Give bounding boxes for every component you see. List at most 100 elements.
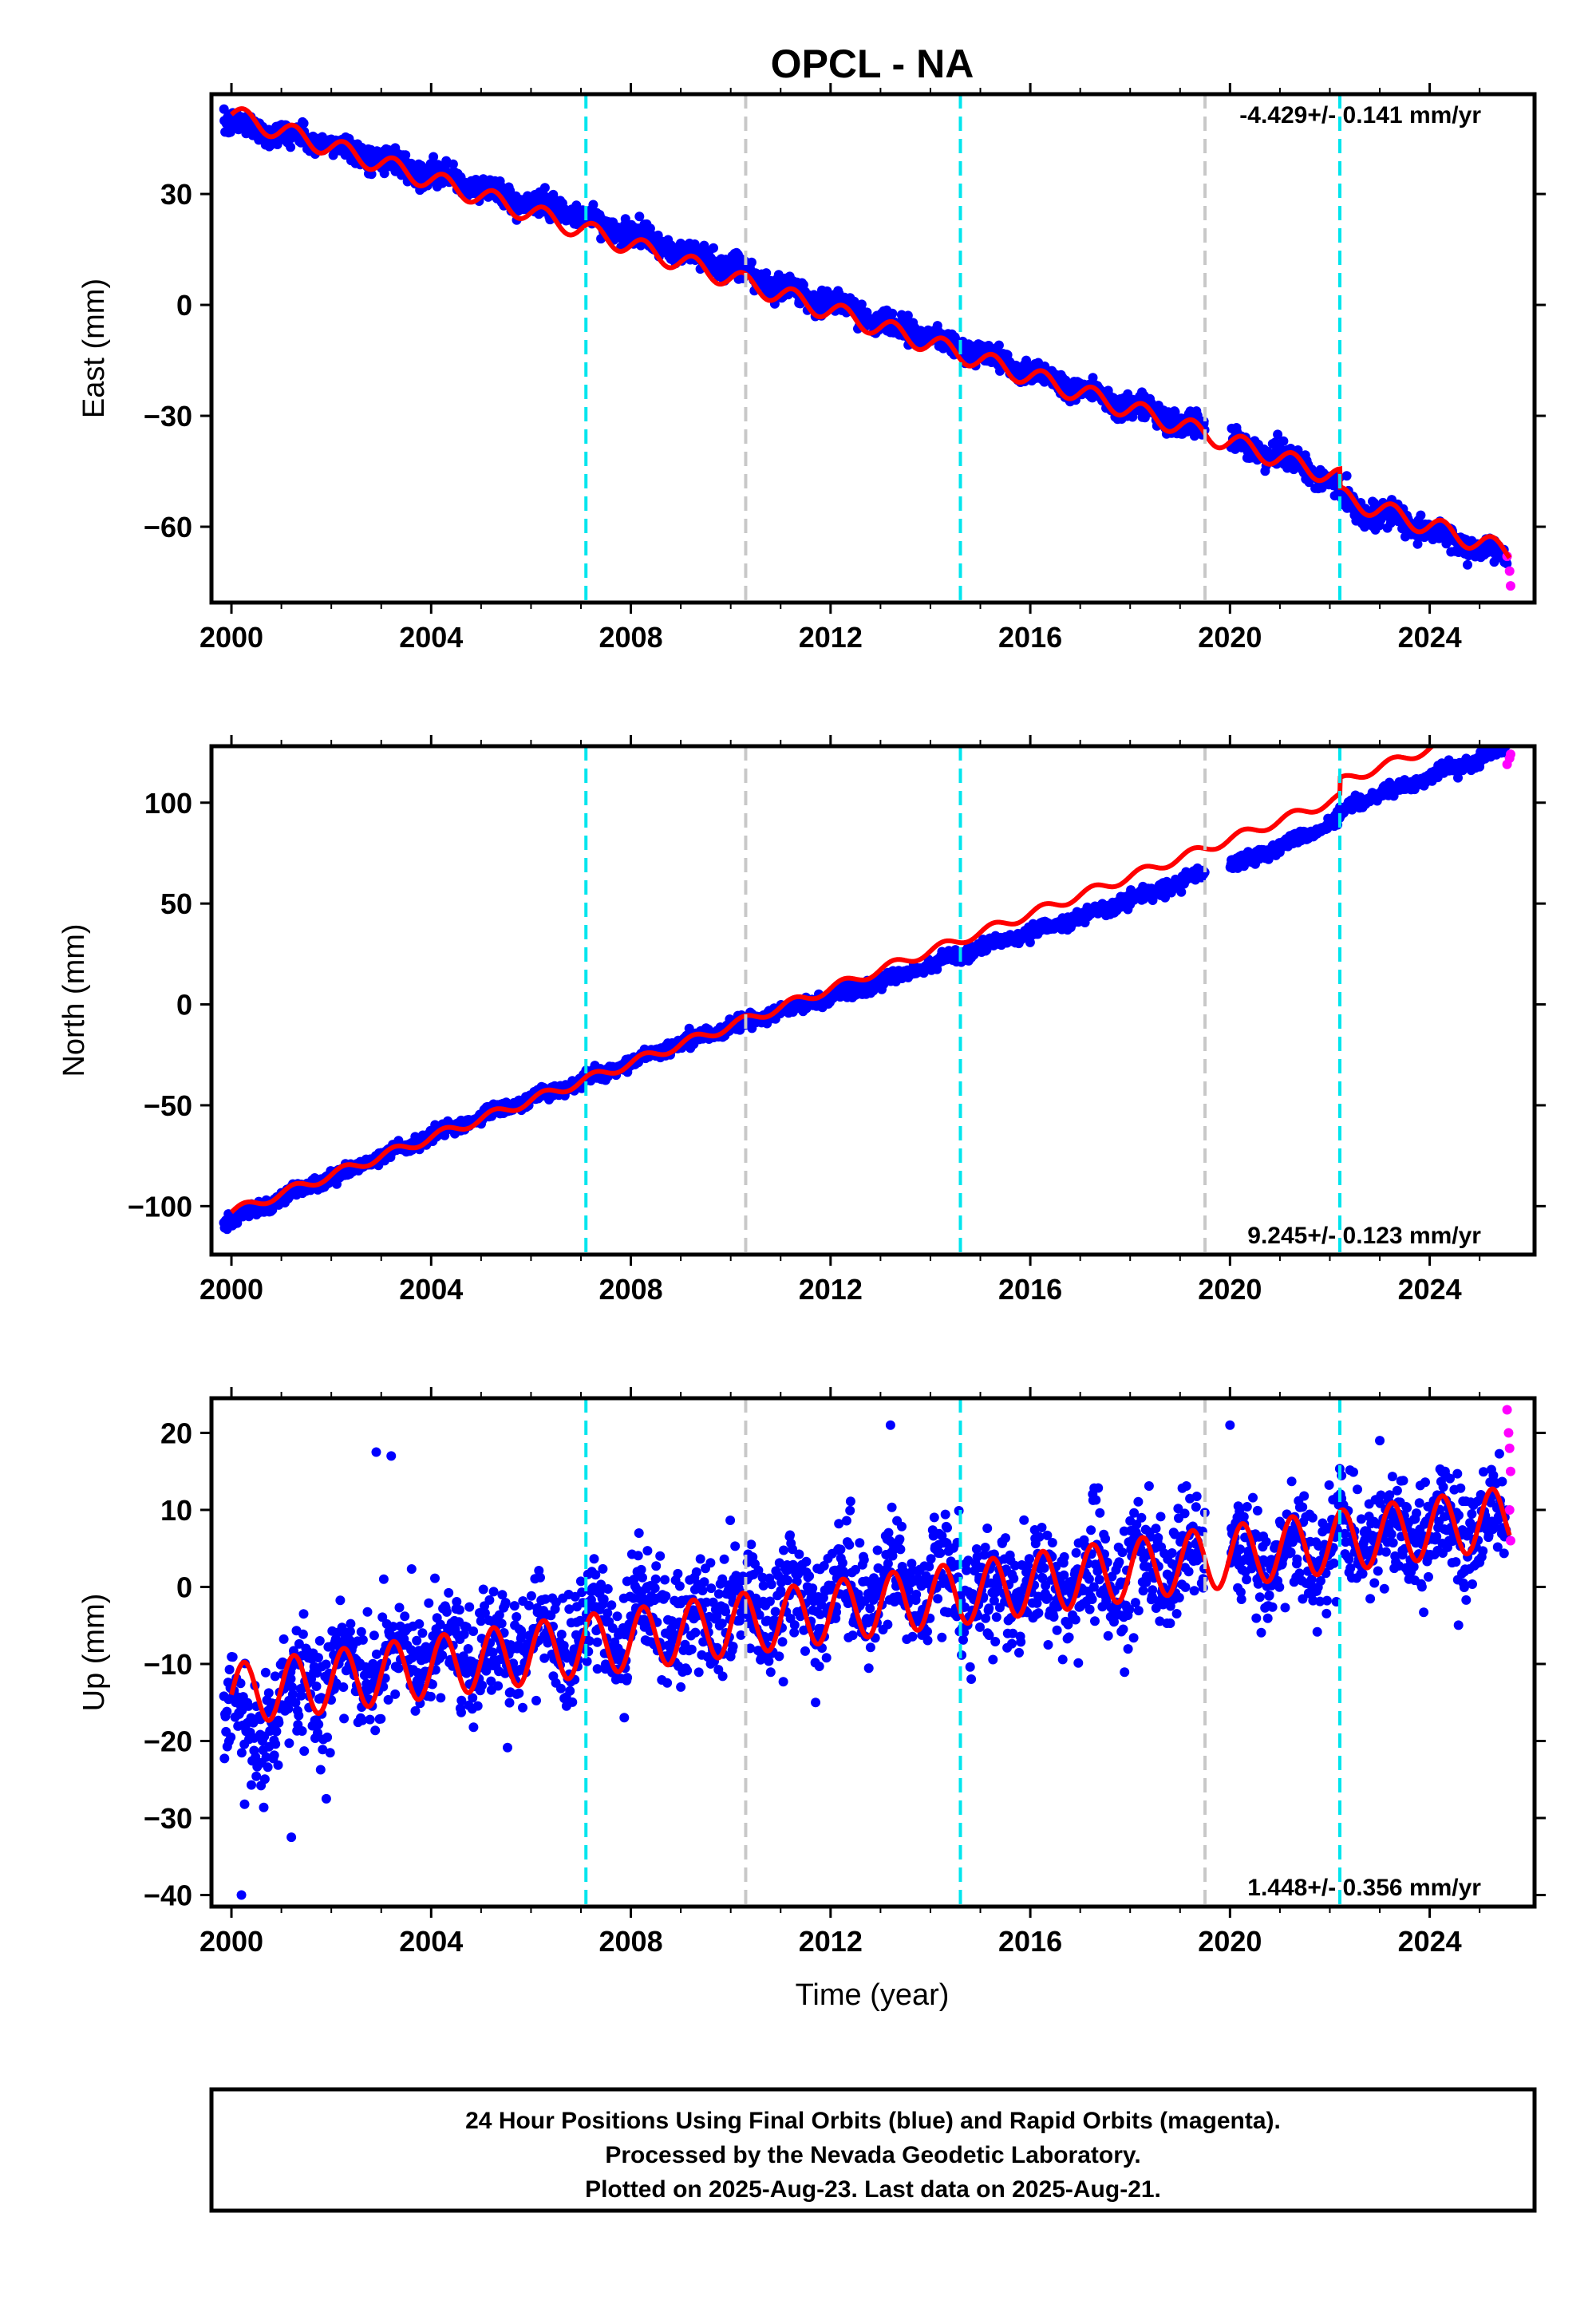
data-point [412, 1635, 422, 1646]
data-point [463, 1644, 473, 1654]
data-point [345, 1626, 355, 1637]
up-final-orbit-points [219, 1420, 1511, 1900]
data-point [1182, 426, 1192, 437]
y-tick-label: −50 [144, 1089, 192, 1122]
data-point [270, 1671, 280, 1682]
x-tick-label: 2000 [200, 1273, 263, 1306]
data-point [414, 1618, 425, 1629]
data-point [226, 1732, 236, 1742]
data-point [370, 1725, 381, 1736]
x-tick-label: 2016 [998, 621, 1062, 654]
north-frame [209, 744, 1537, 1257]
data-point [286, 1674, 296, 1684]
data-point [274, 1717, 284, 1728]
data-point [390, 1689, 401, 1699]
data-point [259, 1802, 269, 1812]
x-tick-label: 2004 [399, 621, 463, 654]
x-tick-label: 2024 [1398, 621, 1462, 654]
east-plot-area [219, 104, 1515, 591]
data-point [1412, 539, 1423, 549]
data-point [454, 1605, 464, 1615]
data-point [452, 1597, 462, 1607]
data-point [287, 1690, 298, 1700]
y-tick-label: 0 [176, 989, 192, 1022]
x-tick-label: 2012 [799, 621, 863, 654]
data-point [539, 183, 550, 193]
data-point [1176, 887, 1187, 897]
data-point [994, 340, 1004, 350]
data-point [435, 1619, 445, 1630]
east-rate-label: -4.429+/- 0.141 mm/yr [1239, 102, 1481, 128]
data-point [358, 1634, 368, 1645]
north-panel: 2000 2004 2008 2012 2016 2020 2024100500−50−10… [57, 735, 1546, 1306]
north-plot-area [219, 736, 1515, 1235]
data-point [379, 168, 389, 179]
up-panel: 2000 2004 2008 2012 2016 2020 202420100−10−20−… [77, 1387, 1546, 1958]
data-point [271, 1739, 281, 1749]
data-point [294, 1710, 304, 1721]
data-point [1278, 436, 1289, 446]
data-point [269, 1750, 279, 1761]
data-point [376, 1713, 386, 1724]
y-tick-label: 100 [144, 787, 192, 820]
data-point [298, 1629, 308, 1639]
data-point [458, 1651, 468, 1662]
data-point [219, 1753, 230, 1764]
y-tick-label: −100 [128, 1190, 192, 1223]
data-point [429, 152, 439, 162]
data-point [311, 1682, 322, 1691]
data-point [456, 1707, 466, 1717]
rapid-point [1505, 581, 1515, 591]
data-point [448, 159, 458, 169]
data-point [1341, 471, 1352, 481]
data-point [346, 1618, 356, 1629]
data-point [259, 1774, 270, 1784]
data-point [441, 1607, 452, 1617]
data-point [1453, 773, 1463, 783]
y-tick-label: 30 [160, 178, 192, 211]
data-point [313, 1728, 322, 1738]
data-point [298, 1609, 309, 1619]
data-point [427, 1679, 437, 1690]
rapid-point [1505, 749, 1515, 760]
data-point [383, 1694, 393, 1705]
data-point [417, 1628, 428, 1638]
data-point [298, 118, 309, 128]
data-point [425, 1691, 436, 1701]
data-point [294, 1638, 304, 1649]
data-point [224, 1665, 235, 1674]
data-point [287, 1682, 297, 1692]
data-point [437, 1650, 448, 1661]
data-point [273, 1760, 283, 1770]
data-point [1025, 937, 1035, 947]
up-plot-area [219, 1405, 1515, 1900]
data-point [358, 1715, 368, 1725]
data-point [314, 1719, 324, 1729]
x-tick-label: 2008 [599, 1273, 663, 1306]
data-point [284, 1738, 294, 1749]
north-final-orbit-points [219, 736, 1511, 1235]
x-tick-label: 2004 [399, 1273, 463, 1306]
data-point [318, 1745, 328, 1755]
rapid-point [1504, 566, 1515, 576]
data-point [314, 1636, 325, 1646]
north-model-curve [230, 746, 1436, 1215]
north-y-axis-label: North (mm) [57, 923, 91, 1077]
data-point [296, 1690, 306, 1701]
data-point [456, 1695, 467, 1705]
data-point [290, 1697, 301, 1708]
x-tick-label: 2016 [998, 1273, 1062, 1306]
data-point [247, 1780, 256, 1790]
data-point [1170, 407, 1180, 417]
data-point [394, 1603, 405, 1613]
data-point [393, 1663, 404, 1674]
data-point [239, 1799, 250, 1809]
chart-title: OPCL - NA [771, 41, 974, 86]
data-point [331, 1678, 342, 1689]
data-point [362, 1607, 373, 1617]
data-point [321, 1659, 331, 1670]
data-point [1416, 510, 1426, 520]
data-point [1491, 736, 1500, 745]
data-point [279, 1634, 289, 1644]
data-point [378, 1574, 389, 1584]
